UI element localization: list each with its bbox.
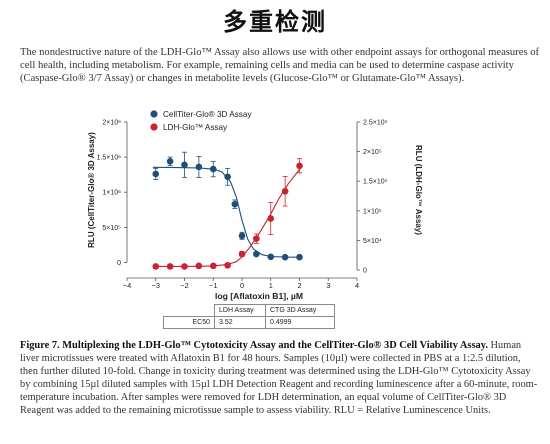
x-axis-label: log [Aflatoxin B1], µM (215, 291, 303, 301)
celltiter-data-point (152, 170, 160, 178)
x-tick-label: 0 (240, 281, 244, 290)
ldh-data-point (195, 262, 203, 270)
table-header-cell: CTG 3D Assay (265, 304, 335, 317)
ldh-data-point (209, 262, 217, 270)
chart-points (152, 158, 303, 270)
celltiter-data-point (224, 173, 231, 181)
caption-paragraph: Figure 7. Multiplexing the LDH-Glo™ Cyto… (20, 340, 540, 417)
celltiter-data-point (267, 253, 275, 261)
ldh-data-point (152, 263, 160, 270)
x-tick-label: −3 (152, 281, 160, 290)
x-tick-label: −1 (209, 281, 217, 290)
celltiter-data-point (231, 200, 239, 208)
ldh-data-point (267, 215, 275, 222)
intro-paragraph: The nondestructive nature of the LDH-Glo… (20, 46, 540, 86)
x-tick-label: 2 (297, 281, 301, 290)
ldh-data-point (296, 162, 303, 170)
table-row: EC50 3.52 0.4999 (163, 316, 335, 329)
right-y-tick-label: 5×10⁴ (363, 238, 382, 245)
figure-caption: Figure 7. Multiplexing the LDH-Glo™ Cyto… (20, 340, 540, 417)
multiplex-chart: −4 −3 −2 −1 0 1 2 3 405×10⁵1×10⁶1.5×10⁶2×10⁶05×1… (87, 110, 423, 301)
left-y-tick-label: 1×10⁶ (102, 190, 121, 197)
celltiter-legend-label: CellTiter-Glo® 3D Assay (163, 110, 252, 119)
table-header-cell: LDH Assay (214, 304, 266, 317)
caption-title: Figure 7. Multiplexing the LDH-Glo™ Cyto… (20, 340, 488, 351)
left-y-tick-label: 5×10⁵ (102, 225, 121, 232)
right-y-tick-label: 1.5×10⁵ (363, 179, 388, 186)
table-header-row: LDH Assay CTG 3D Assay (163, 304, 335, 317)
ldh-legend-label: LDH-Glo™ Assay (163, 123, 228, 132)
table-cell: 0.4999 (265, 316, 335, 329)
celltiter-data-point (166, 158, 174, 165)
chart-error-bars (153, 151, 302, 268)
ec50-table: LDH Assay CTG 3D Assay EC50 3.52 0.4999 (163, 304, 335, 329)
table-header-cell (163, 304, 215, 317)
ldh-data-point (166, 263, 174, 270)
ldh-data-point (238, 250, 246, 258)
x-tick-label: −2 (180, 281, 188, 290)
ldh-data-point (224, 261, 231, 269)
celltiter-data-point (238, 232, 246, 240)
left-y-tick-label: 1.5×10⁶ (97, 155, 122, 162)
ldh-legend-marker (150, 123, 158, 131)
ldh-data-point (181, 263, 188, 270)
right-y-tick-label: 2×10⁵ (363, 149, 382, 156)
right-y-tick-label: 2.5×10⁵ (363, 120, 388, 127)
x-tick-label: 4 (355, 281, 359, 290)
x-tick-label: 3 (326, 281, 330, 290)
ldh-data-point (281, 187, 289, 195)
right-y-axis-label: RLU (LDH-Glo™ Assay) (414, 145, 423, 235)
table-cell: 3.52 (214, 316, 266, 329)
table-cell: EC50 (163, 316, 215, 329)
chart-legend: CellTiter-Glo® 3D Assay LDH-Glo™ Assay (150, 110, 252, 132)
celltiter-data-point (296, 253, 303, 261)
left-y-tick-label: 0 (117, 260, 121, 267)
celltiter-data-point (281, 253, 289, 261)
celltiter-data-point (209, 165, 217, 173)
caption-body: Human liver microtissues were treated wi… (20, 340, 538, 416)
chart-axes: −4 −3 −2 −1 0 1 2 3 405×10⁵1×10⁶1.5×10⁶2×10⁶05×1… (97, 120, 388, 291)
x-tick-label: −4 (123, 281, 131, 290)
celltiter-data-point (181, 161, 188, 169)
intro-text: The nondestructive nature of the LDH-Glo… (20, 47, 540, 85)
left-y-tick-label: 2×10⁶ (102, 120, 121, 127)
celltiter-data-point (195, 163, 203, 171)
ldh-data-point (253, 235, 260, 242)
page-title: 多重检测 (223, 8, 327, 36)
celltiter-legend-marker (150, 110, 158, 118)
x-tick-label: 1 (269, 281, 273, 290)
left-y-axis-label: RLU (CellTiter-Glo® 3D Assay) (87, 132, 96, 248)
celltiter-data-point (253, 250, 260, 258)
right-y-tick-label: 1×10⁵ (363, 208, 382, 215)
right-y-tick-label: 0 (363, 268, 367, 275)
